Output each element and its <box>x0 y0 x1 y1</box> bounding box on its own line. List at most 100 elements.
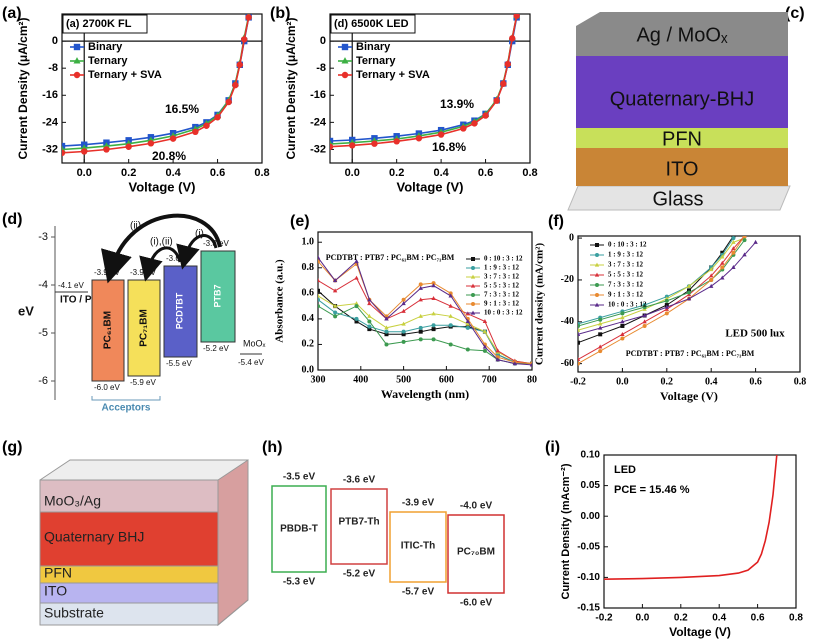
marker <box>578 357 581 362</box>
legend-label: 5 : 5 : 3 : 12 <box>608 271 643 279</box>
marker <box>687 290 691 295</box>
y-tick-label: 0 <box>52 35 58 47</box>
marker <box>598 332 603 337</box>
plot-frame <box>329 13 531 164</box>
x-tick-label: 0.2 <box>661 376 674 387</box>
panel-label: (h) <box>262 439 282 456</box>
marker <box>578 340 580 345</box>
marker <box>460 125 467 132</box>
marker <box>418 337 423 342</box>
x-tick-label: 0.8 <box>254 167 269 179</box>
series-line <box>578 241 756 335</box>
marker <box>367 301 372 306</box>
marker <box>354 304 359 309</box>
marker <box>192 128 199 136</box>
marker <box>431 311 436 316</box>
plot-area <box>318 255 532 367</box>
x-tick-label: 0.2 <box>674 613 688 624</box>
marker <box>354 275 359 280</box>
marker <box>642 313 647 318</box>
layer-label: MoO₃/Ag <box>44 493 101 509</box>
marker <box>482 344 488 349</box>
x-tick-label: 0.4 <box>433 167 449 179</box>
y-tick-label: -16 <box>310 89 326 101</box>
legend-label: 10 : 0 : 3 : 12 <box>608 301 647 309</box>
marker <box>529 362 532 367</box>
marker <box>418 313 423 318</box>
marker <box>318 293 321 298</box>
legend-marker <box>594 262 600 267</box>
chart-title: (a) 2700K FL <box>66 18 132 30</box>
marker <box>384 342 389 347</box>
marker <box>333 314 338 319</box>
marker <box>354 301 359 306</box>
legend-label: 9 : 1 : 3 : 12 <box>608 291 643 299</box>
electrode-label: ITO / PFN <box>60 295 105 306</box>
axis-label: -4 <box>38 279 48 291</box>
marker <box>465 319 470 324</box>
marker <box>482 348 487 353</box>
y-tick-label: -0.05 <box>577 541 600 552</box>
x-tick-label: 0.4 <box>165 167 181 179</box>
annotation: 13.9% <box>440 97 474 111</box>
legend-marker <box>471 266 475 270</box>
legend-marker <box>73 57 81 64</box>
x-tick-label: 0.4 <box>705 376 718 387</box>
layer <box>576 12 788 56</box>
level-label: -5.4 eV <box>238 358 264 367</box>
marker <box>81 148 88 155</box>
marker <box>493 97 500 104</box>
annotation: LED <box>614 464 636 476</box>
legend-marker <box>471 302 475 306</box>
marker <box>418 325 423 330</box>
layer-label: Quaternary-BHJ <box>610 88 755 110</box>
annotation: 20.8% <box>152 149 186 163</box>
layer-label: PFN <box>44 565 72 581</box>
marker <box>500 80 507 87</box>
legend-label: Ternary <box>356 55 396 67</box>
series-line <box>318 277 532 365</box>
level-box <box>127 279 161 377</box>
x-tick-label: 0.0 <box>616 376 629 387</box>
marker <box>482 329 488 334</box>
marker <box>742 236 747 238</box>
y-tick-label: -32 <box>310 143 326 155</box>
series-line <box>62 15 250 151</box>
marker <box>720 265 725 270</box>
y-axis-label: Current density (mA/cm²) <box>534 243 546 366</box>
material: PTB7 <box>212 284 222 307</box>
chart: -0.2 0.0 0.2 0.4 0.6 0.8 -0.15 -0.10 -0.05 0.00 0.… <box>560 450 803 640</box>
chart-title: (d) 6500K LED <box>334 18 409 30</box>
device-stack: Ag / MoOₓ Quaternary-BHJ PFN ITO Glass <box>567 12 791 211</box>
marker <box>431 327 436 332</box>
marker <box>367 324 372 329</box>
legend-marker <box>341 57 349 64</box>
marker <box>62 142 66 150</box>
marker <box>664 304 669 309</box>
marker <box>401 339 406 344</box>
legend-marker <box>73 71 81 79</box>
level-box <box>91 279 125 382</box>
y-tick-label: 0.8 <box>302 262 315 273</box>
marker <box>664 311 669 316</box>
marker <box>437 131 445 138</box>
marker <box>225 98 232 106</box>
level-label: -3.9 eV <box>94 268 120 277</box>
marker <box>318 288 320 293</box>
material: ITIC-Th <box>401 541 435 552</box>
series-line <box>62 17 250 147</box>
x-tick-label: 700 <box>482 374 497 385</box>
marker <box>401 321 406 326</box>
transfer-arrow <box>101 213 222 284</box>
marker <box>620 319 625 324</box>
marker <box>354 316 359 321</box>
legend-marker <box>470 274 476 279</box>
series-line <box>62 17 250 154</box>
legend-marker <box>341 71 349 79</box>
x-axis-label: Voltage (V) <box>660 389 718 403</box>
x-tick-label: 300 <box>311 374 326 385</box>
x-tick-label: 600 <box>439 374 454 385</box>
plot-frame <box>603 454 797 609</box>
marker <box>731 236 736 241</box>
y-tick-label: 0 <box>320 35 326 47</box>
